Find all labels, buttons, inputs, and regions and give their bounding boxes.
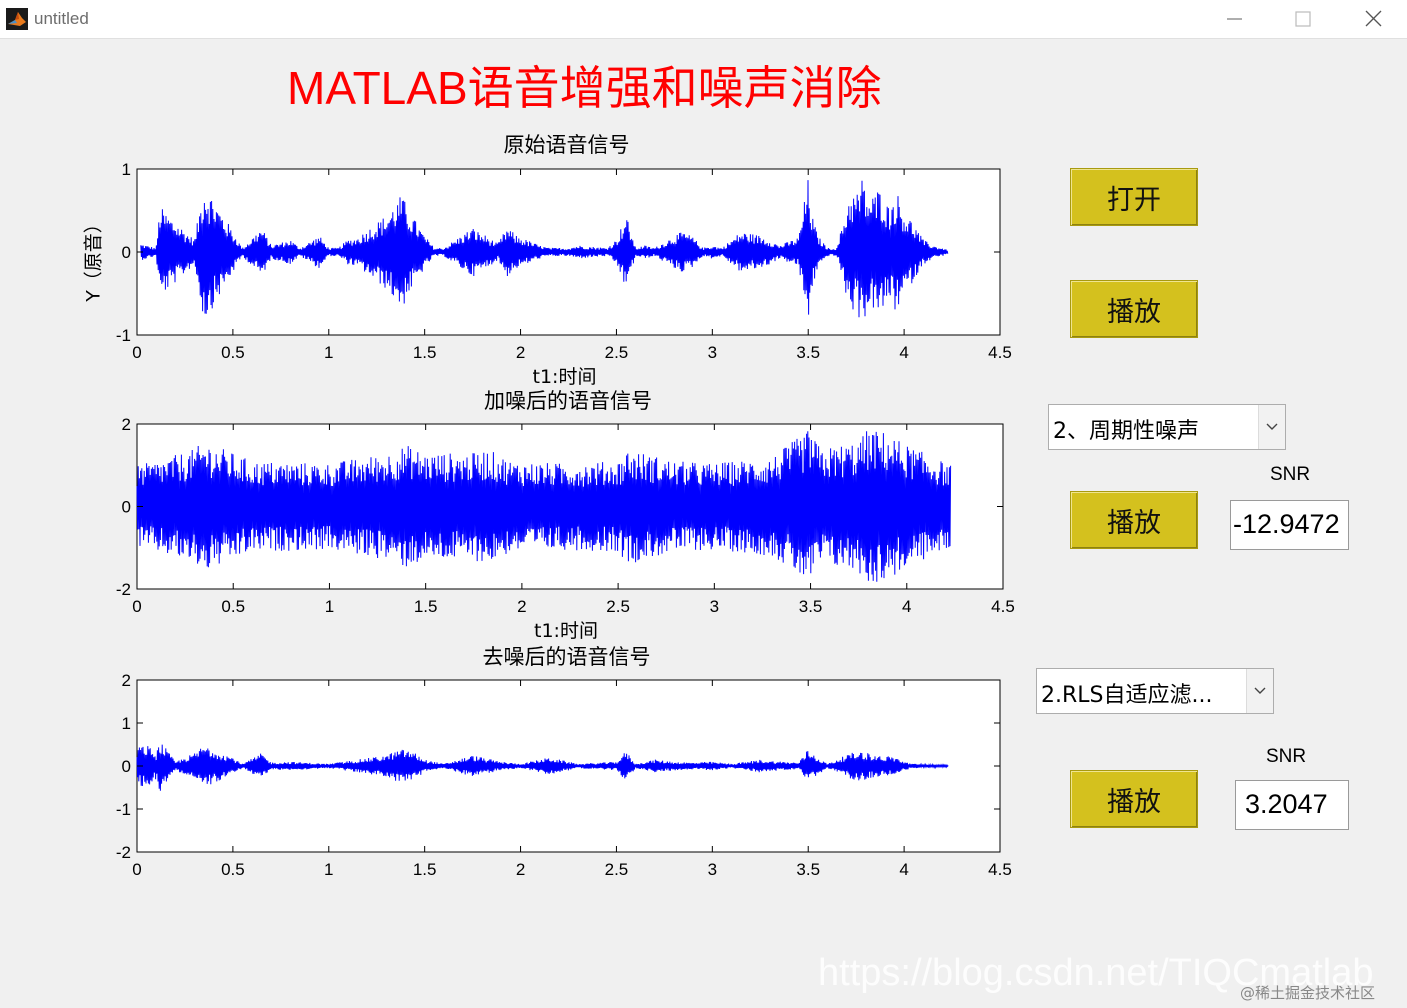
y-tick-label: -1 xyxy=(116,326,131,345)
plot-title-3: 去噪后的语音信号 xyxy=(483,645,651,669)
x-tick-label: 0 xyxy=(132,343,141,362)
x-tick-label: 2.5 xyxy=(605,860,629,879)
close-button[interactable] xyxy=(1350,4,1396,34)
x-tick-label: 3 xyxy=(710,597,719,616)
plot-title-1: 原始语音信号 xyxy=(504,133,630,157)
x-tick-label: 3.5 xyxy=(799,597,823,616)
x-tick-label: 3 xyxy=(708,343,717,362)
x-tick-label: 2.5 xyxy=(606,597,630,616)
y-tick-label: -2 xyxy=(116,843,131,862)
minimize-icon xyxy=(1227,18,1242,20)
filter-type-select[interactable]: 2.RLS自适应滤... xyxy=(1036,668,1274,714)
x-tick-label: 4 xyxy=(899,343,908,362)
x-tick-label: 2.5 xyxy=(605,343,629,362)
chevron-down-icon[interactable] xyxy=(1246,669,1273,713)
x-tick-label: 4.5 xyxy=(988,343,1012,362)
x-tick-label: 3.5 xyxy=(796,860,820,879)
snr-noisy-field[interactable]: -12.9472 xyxy=(1230,500,1349,550)
y-tick-label: -2 xyxy=(116,580,131,599)
x-tick-label: 1.5 xyxy=(413,860,437,879)
x-tick-label: 0 xyxy=(132,860,141,879)
x-tick-label: 1.5 xyxy=(413,343,437,362)
window-title: untitled xyxy=(34,9,89,28)
watermark: https://blog.csdn.net/TIQCmatlab xyxy=(818,952,1374,994)
matlab-icon xyxy=(6,8,28,30)
x-tick-label: 1 xyxy=(324,343,333,362)
signal-line-1 xyxy=(140,180,949,318)
x-tick-label: 4.5 xyxy=(991,597,1015,616)
signal-line-3 xyxy=(136,744,949,791)
chevron-down-icon[interactable] xyxy=(1258,405,1285,449)
page-title: MATLAB语音增强和噪声消除 xyxy=(287,62,882,114)
y-tick-label: 0 xyxy=(122,243,131,262)
y-tick-label: 0 xyxy=(122,757,131,776)
x-tick-label: 2 xyxy=(516,343,525,362)
play-original-button[interactable]: 播放 xyxy=(1070,280,1198,338)
x-tick-label: 0.5 xyxy=(221,597,245,616)
x-tick-label: 4 xyxy=(899,860,908,879)
snr-noisy-label: SNR xyxy=(1270,464,1311,485)
y-tick-label: 1 xyxy=(122,160,131,179)
window-titlebar: untitled xyxy=(0,0,1407,39)
x-tick-label: 4.5 xyxy=(988,860,1012,879)
minimize-button[interactable] xyxy=(1211,4,1257,34)
noise-type-value: 2、周期性噪声 xyxy=(1053,419,1199,444)
maximize-button[interactable] xyxy=(1280,4,1326,34)
y-tick-label: -1 xyxy=(116,800,131,819)
maximize-icon xyxy=(1295,11,1311,27)
plot-title-2: 加噪后的语音信号 xyxy=(484,389,652,413)
y-tick-label: 2 xyxy=(122,415,131,434)
snr-denoised-value: 3.2047 xyxy=(1245,789,1328,819)
x-tick-label: 2 xyxy=(517,597,526,616)
watermark-small: @稀土掘金技术社区 xyxy=(1240,984,1376,1002)
signal-line-2 xyxy=(136,431,952,582)
x-axis-label-1: t1:时间 xyxy=(533,366,597,388)
open-button[interactable]: 打开 xyxy=(1070,168,1198,226)
y-tick-label: 0 xyxy=(122,498,131,517)
x-tick-label: 4 xyxy=(902,597,911,616)
close-icon xyxy=(1365,10,1382,27)
snr-denoised-label: SNR xyxy=(1266,746,1307,767)
x-tick-label: 1.5 xyxy=(414,597,438,616)
snr-noisy-value: -12.9472 xyxy=(1233,509,1340,539)
x-tick-label: 0.5 xyxy=(221,343,245,362)
play-denoised-button[interactable]: 播放 xyxy=(1070,770,1198,828)
y-tick-label: 2 xyxy=(122,671,131,690)
x-tick-label: 1 xyxy=(324,860,333,879)
x-tick-label: 0.5 xyxy=(221,860,245,879)
noise-type-select[interactable]: 2、周期性噪声 xyxy=(1048,404,1286,450)
x-tick-label: 2 xyxy=(516,860,525,879)
snr-denoised-field[interactable]: 3.2047 xyxy=(1235,780,1349,830)
x-tick-label: 0 xyxy=(132,597,141,616)
x-axis-label-2: t1:时间 xyxy=(534,620,598,642)
x-tick-label: 1 xyxy=(325,597,334,616)
y-tick-label: 1 xyxy=(122,714,131,733)
x-tick-label: 3 xyxy=(708,860,717,879)
play-noisy-button[interactable]: 播放 xyxy=(1070,491,1198,549)
filter-type-value: 2.RLS自适应滤... xyxy=(1041,683,1213,708)
x-tick-label: 3.5 xyxy=(796,343,820,362)
